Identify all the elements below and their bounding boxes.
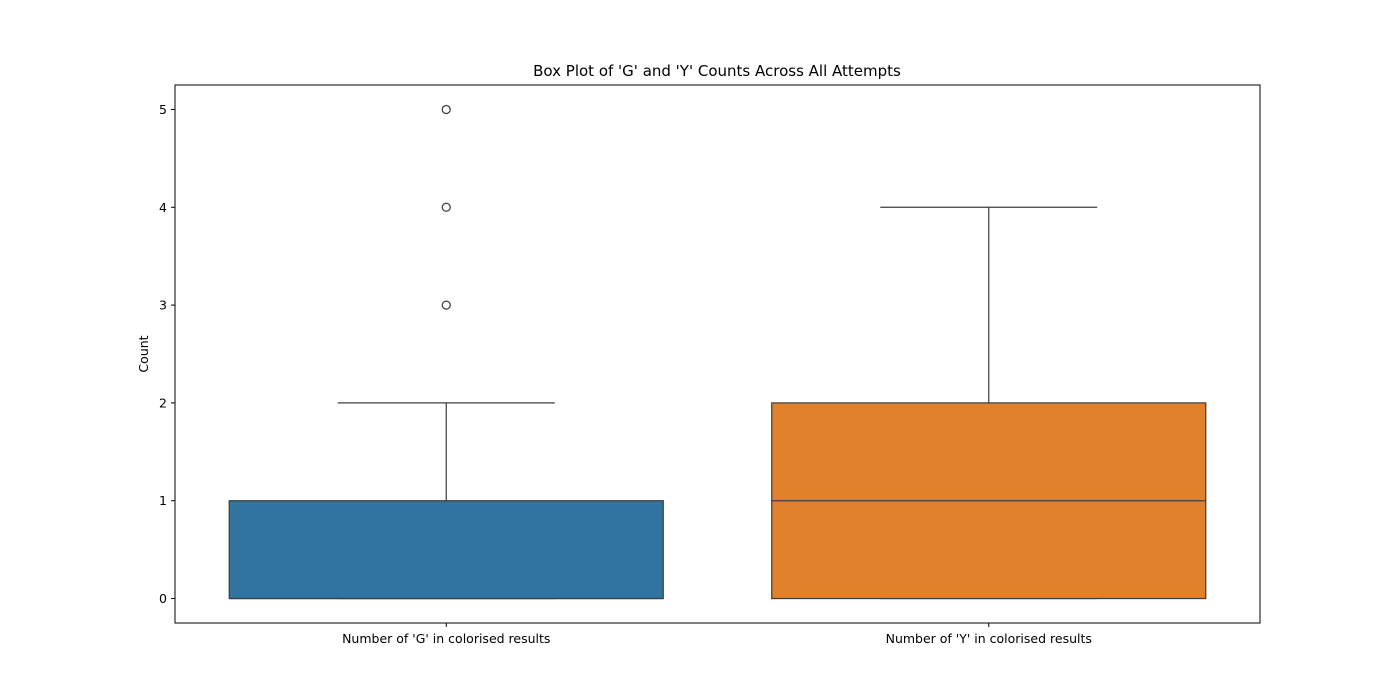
box-series [228,104,1207,600]
plot-area-frame [174,84,1261,624]
outlier-point [441,202,451,212]
y-tick-label: 2 [159,395,167,410]
y-axis-label: Count [136,335,151,372]
box-group [771,206,1207,600]
y-tick-label: 1 [159,493,167,508]
outlier-point [441,104,451,115]
chart-title: Box Plot of 'G' and 'Y' Counts Across Al… [533,62,901,80]
y-axis: 0 1 2 3 4 5 [159,102,175,606]
y-tick-label: 3 [159,298,167,313]
x-tick-label: Number of 'G' in colorised results [342,631,550,646]
y-tick-label: 4 [159,200,167,215]
y-tick-label: 5 [159,102,167,117]
x-tick-label: Number of 'Y' in colorised results [886,631,1092,646]
outlier-point [441,300,451,310]
box-iqr [228,500,664,600]
y-tick-label: 0 [159,591,167,606]
box-group [228,104,664,600]
x-axis: Number of 'G' in colorised results Number… [342,623,1092,646]
